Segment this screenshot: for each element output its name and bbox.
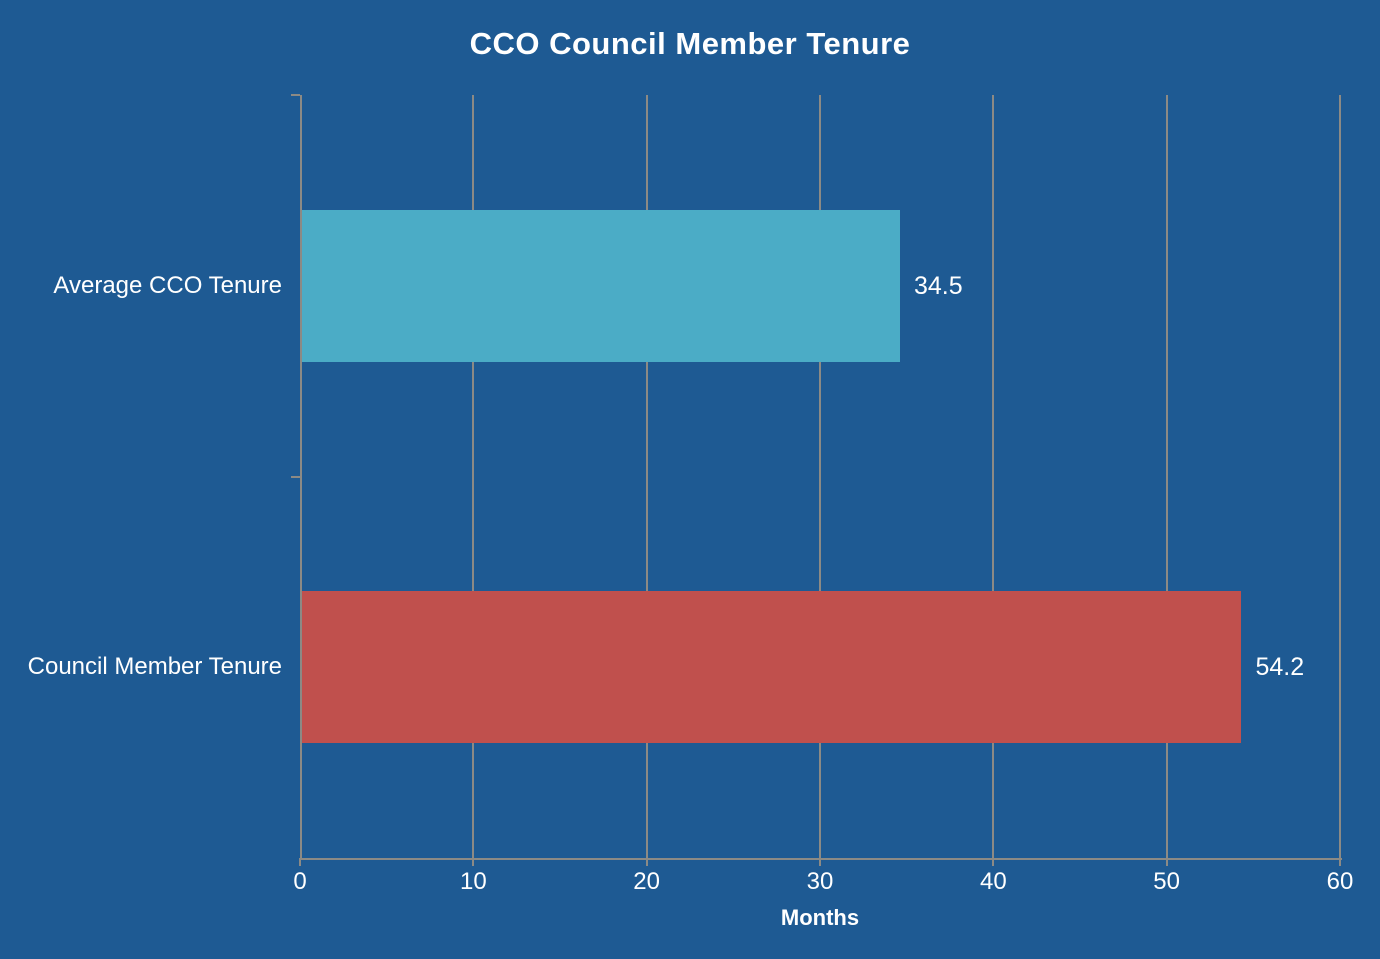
x-axis-tick-label: 0 (293, 868, 307, 895)
gridline-x-30 (819, 95, 821, 858)
y-axis-line (300, 95, 302, 860)
x-axis-tick-0 (299, 858, 301, 866)
x-axis-tick-label: 20 (633, 868, 660, 895)
gridline-x-20 (645, 95, 648, 858)
bar-council-member-tenure (302, 591, 1242, 744)
category-label: Average CCO Tenure (53, 271, 282, 299)
x-axis-tick-label: 60 (1326, 868, 1354, 895)
bar-average-cco-tenure (302, 209, 900, 362)
x-axis-tick-label: 30 (806, 868, 834, 895)
x-axis-tick-label: 40 (979, 868, 1007, 895)
gridline-x-40 (992, 95, 995, 858)
chart-title: CCO Council Member Tenure (469, 26, 911, 61)
x-axis-tick-30 (819, 858, 821, 866)
x-axis-tick-20 (645, 858, 648, 866)
value-label: 54.2 (1255, 653, 1305, 682)
y-axis-tick-0 (291, 94, 300, 96)
y-axis-tick-1 (291, 475, 300, 478)
x-axis-title: Months (780, 905, 860, 930)
x-axis-line (300, 858, 1342, 860)
gridline-x-50 (1165, 95, 1168, 858)
x-axis-tick-10 (472, 858, 475, 866)
gridline-x-60 (1339, 95, 1341, 858)
gridline-x-10 (472, 95, 475, 858)
x-axis-tick-40 (992, 858, 995, 866)
value-label: 34.5 (914, 271, 963, 300)
category-label: Council Member Tenure (27, 653, 282, 681)
x-axis-tick-50 (1165, 858, 1168, 866)
x-axis-tick-60 (1339, 858, 1341, 866)
x-axis-tick-label: 10 (459, 868, 487, 895)
x-axis-tick-label: 50 (1153, 868, 1180, 895)
